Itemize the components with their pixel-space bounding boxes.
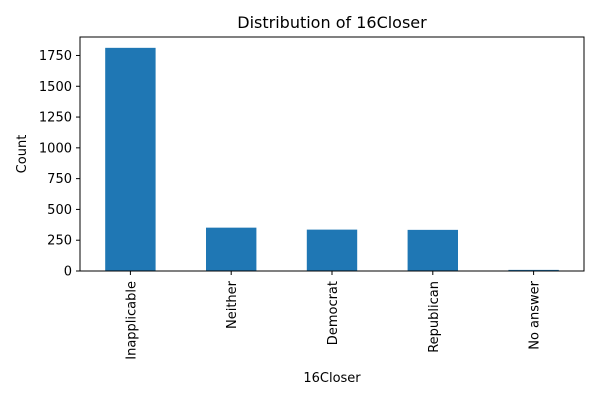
x-tick-label: No answer (528, 280, 543, 349)
x-tick-label: Neither (225, 280, 240, 329)
x-tick-label: Democrat (326, 281, 341, 345)
y-tick-label: 1000 (39, 141, 72, 156)
x-tick-label: Inapplicable (124, 281, 139, 360)
y-tick-label: 0 (64, 265, 72, 280)
y-tick-label: 500 (47, 203, 72, 218)
x-axis-label: 16Closer (303, 371, 361, 386)
bars-group (105, 47, 559, 272)
y-tick-label: 1750 (39, 49, 72, 64)
bar-inapplicable (105, 47, 156, 272)
plot-frame (79, 36, 585, 272)
bar-neither (206, 227, 257, 271)
y-tick-label: 1500 (39, 80, 72, 95)
bar-republican (407, 229, 458, 271)
y-tick-label: 250 (47, 234, 72, 249)
x-tick-label: Republican (427, 281, 442, 353)
y-tick-label: 750 (47, 172, 72, 187)
bar-no-answer (508, 269, 559, 271)
x-axis: Inapplicable Neither Democrat Republican No … (124, 271, 543, 360)
y-tick-label: 1250 (39, 111, 72, 126)
y-axis-label: Count (15, 135, 30, 174)
bar-democrat (306, 229, 358, 271)
y-axis: 0 250 500 750 1000 1250 1500 1750 (39, 49, 80, 280)
chart-title: Distribution of 16Closer (237, 13, 427, 32)
